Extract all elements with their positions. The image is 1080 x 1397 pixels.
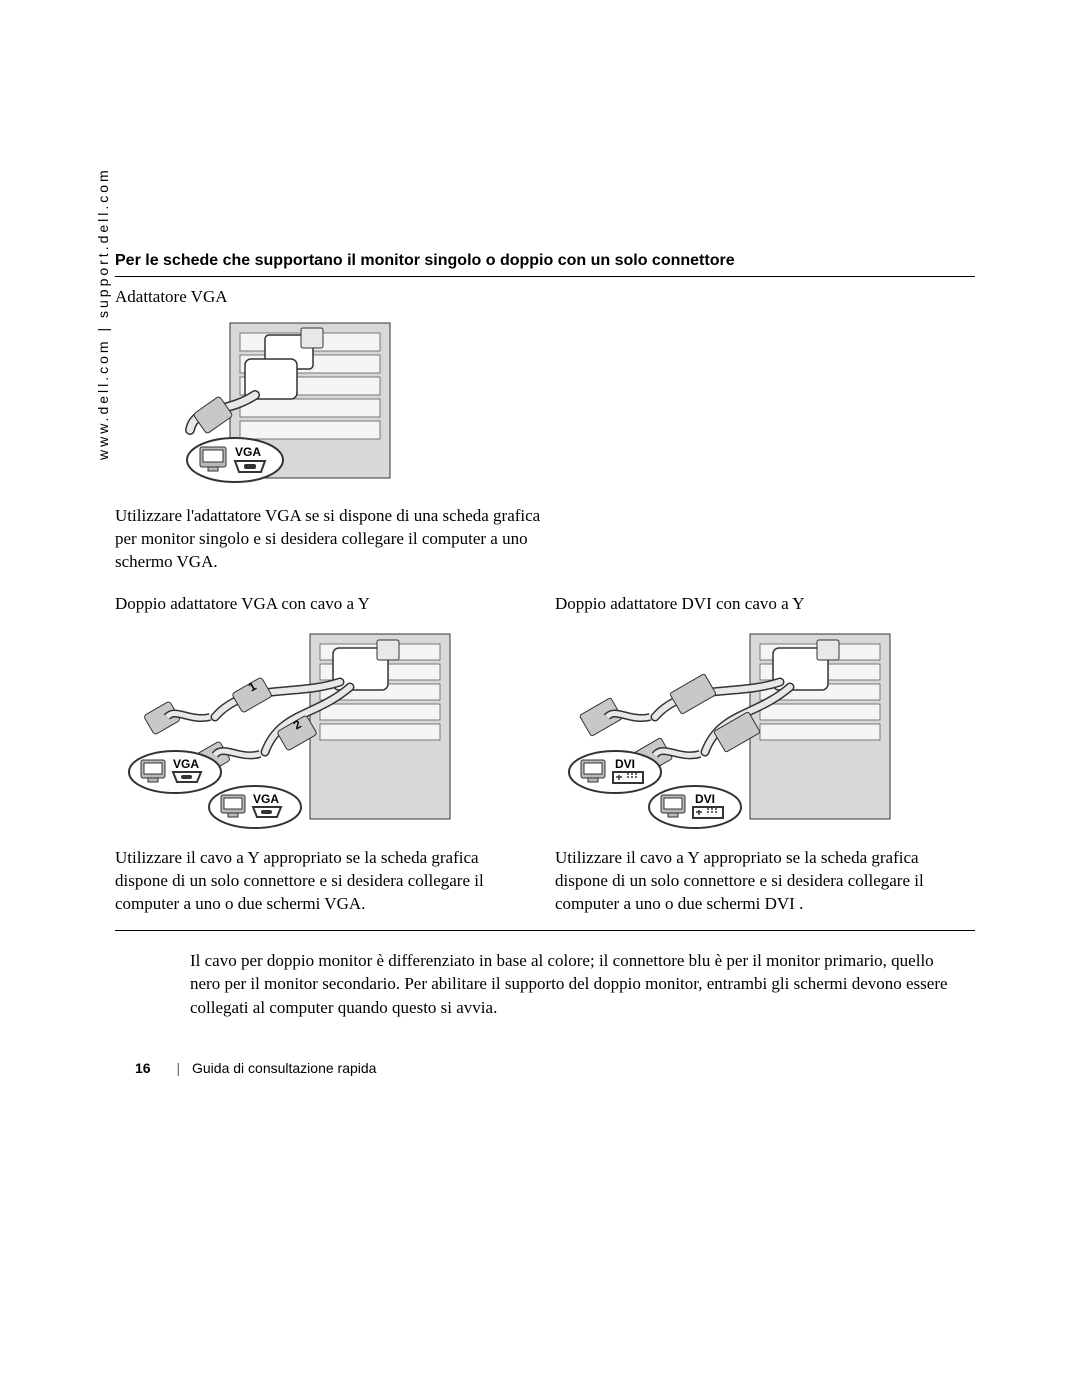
label-vga-adapter: Adattatore VGA xyxy=(115,287,975,307)
main-content: Per le schede che supportano il monitor … xyxy=(115,252,975,1020)
sidebar-url: www.dell.com | support.dell.com xyxy=(95,167,111,460)
illustration-dual-vga: 1 2 VGA xyxy=(115,622,535,837)
page-footer: 16 | Guida di consultazione rapida xyxy=(135,1060,376,1076)
section-single-vga: Adattatore VGA xyxy=(115,287,975,574)
vga-label-2: VGA xyxy=(253,792,279,806)
vga-label: VGA xyxy=(235,445,261,459)
footer-separator: | xyxy=(176,1060,180,1076)
summary-paragraph: Il cavo per doppio monitor è differenzia… xyxy=(190,949,950,1020)
desc-dual-vga: Utilizzare il cavo a Y appropriato se la… xyxy=(115,847,535,916)
illustration-single-vga: VGA xyxy=(115,315,975,495)
doc-title: Guida di consultazione rapida xyxy=(192,1060,376,1076)
label-dual-dvi: Doppio adattatore DVI con cavo a Y xyxy=(555,594,975,614)
desc-single-vga: Utilizzare l'adattatore VGA se si dispon… xyxy=(115,505,545,574)
row-dual: Doppio adattatore VGA con cavo a Y xyxy=(115,594,975,931)
desc-dual-dvi: Utilizzare il cavo a Y appropriato se la… xyxy=(555,847,975,916)
section-header: Per le schede che supportano il monitor … xyxy=(115,252,975,277)
dvi-label-2: DVI xyxy=(695,792,715,806)
page-number: 16 xyxy=(135,1060,151,1076)
label-dual-vga: Doppio adattatore VGA con cavo a Y xyxy=(115,594,535,614)
section-dual-dvi: Doppio adattatore DVI con cavo a Y xyxy=(555,594,975,916)
section-dual-vga: Doppio adattatore VGA con cavo a Y xyxy=(115,594,535,916)
dvi-label-1: DVI xyxy=(615,757,635,771)
illustration-dual-dvi: DVI DVI xyxy=(555,622,975,837)
vga-label-1: VGA xyxy=(173,757,199,771)
